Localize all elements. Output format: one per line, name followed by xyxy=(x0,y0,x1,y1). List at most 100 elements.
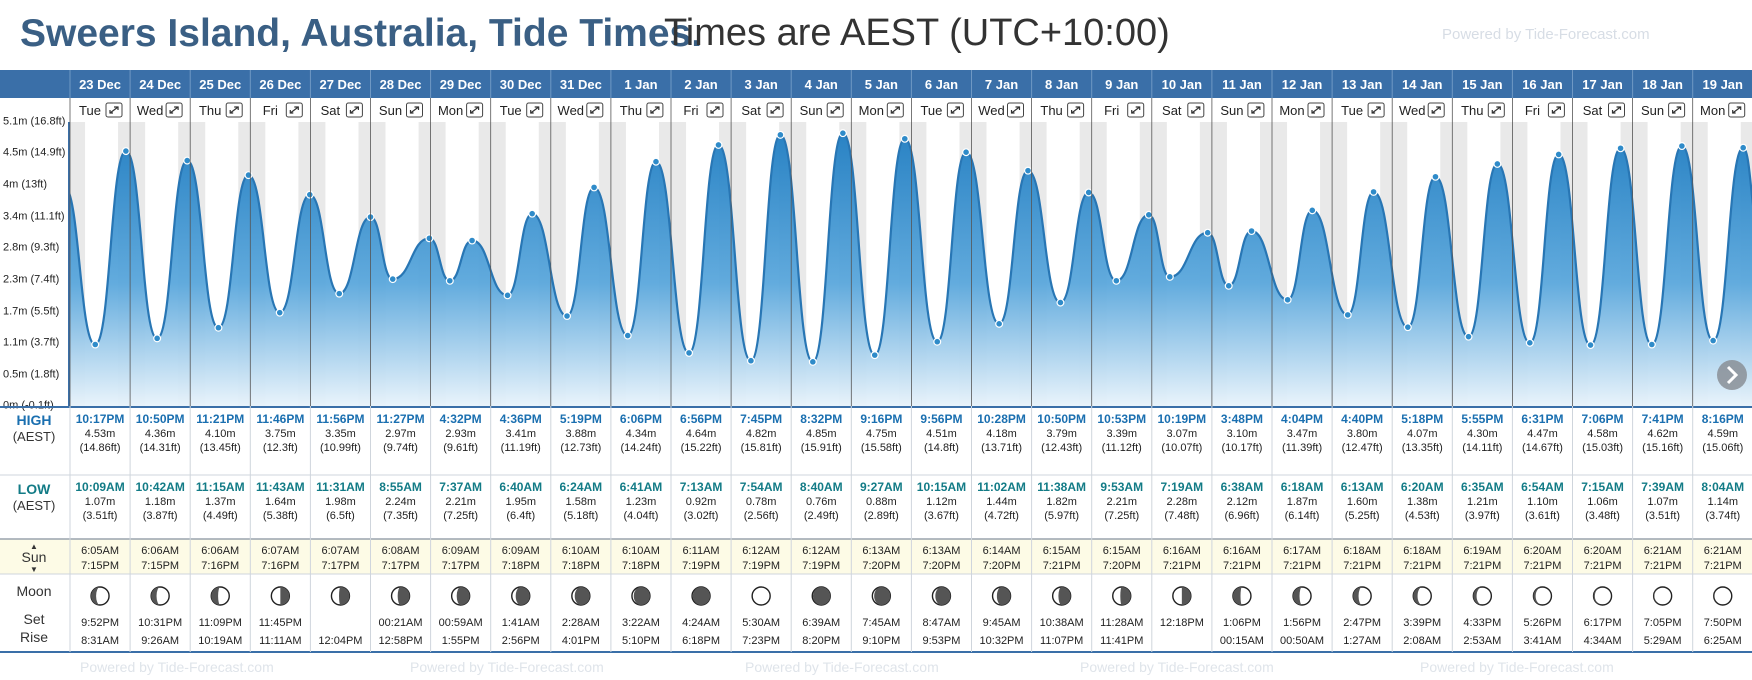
date-label: 27 Dec xyxy=(319,77,361,92)
tide-extreme-point[interactable] xyxy=(962,148,971,157)
high-label: HIGH xyxy=(17,412,52,428)
tide-extreme-point[interactable] xyxy=(590,183,599,192)
tide-extreme-point[interactable] xyxy=(528,209,537,218)
tide-extreme-point[interactable] xyxy=(1308,206,1317,215)
high-height-m: 4.64m xyxy=(686,428,717,440)
weekday-label: Fri xyxy=(263,103,278,118)
tide-extreme-point[interactable] xyxy=(870,351,879,360)
expand-arrows-icon xyxy=(1551,106,1561,114)
sunset-time: 7:18PM xyxy=(502,560,540,572)
sunset-time: 7:18PM xyxy=(562,560,600,572)
tide-extreme-point[interactable] xyxy=(425,234,434,243)
tide-extreme-point[interactable] xyxy=(503,291,512,300)
moon-shadow xyxy=(996,587,1011,605)
tide-extreme-point[interactable] xyxy=(275,308,284,317)
date-header-row xyxy=(0,70,1752,98)
tide-extreme-point[interactable] xyxy=(1112,276,1121,285)
tide-extreme-point[interactable] xyxy=(1493,159,1502,168)
tide-extreme-point[interactable] xyxy=(1431,172,1440,181)
tide-extreme-point[interactable] xyxy=(1165,272,1174,281)
tide-extreme-point[interactable] xyxy=(1224,281,1233,290)
moonrise-time: 00:15AM xyxy=(1220,635,1264,647)
tide-extreme-point[interactable] xyxy=(468,236,477,245)
tide-extreme-point[interactable] xyxy=(714,140,723,149)
tide-extreme-point[interactable] xyxy=(1616,144,1625,153)
low-time: 6:40AM xyxy=(499,480,542,494)
tide-extreme-point[interactable] xyxy=(900,134,909,143)
expand-arrows-icon xyxy=(289,106,299,114)
tide-extreme-point[interactable] xyxy=(1709,336,1718,345)
weekday-label: Sat xyxy=(1162,103,1182,118)
page-title: Sweers Island, Australia, Tide Times. xyxy=(20,12,703,55)
next-arrow-icon[interactable] xyxy=(1717,360,1747,390)
tide-extreme-point[interactable] xyxy=(1247,227,1256,236)
tide-extreme-point[interactable] xyxy=(1554,150,1563,159)
tide-extreme-point[interactable] xyxy=(1023,166,1032,175)
low-height-m: 0.78m xyxy=(746,496,777,508)
moon-phase-icon xyxy=(751,586,771,606)
high-time: 6:56PM xyxy=(680,412,722,426)
tide-extreme-point[interactable] xyxy=(1647,340,1656,349)
sunrise-time: 6:17AM xyxy=(1283,545,1321,557)
tide-extreme-point[interactable] xyxy=(685,348,694,357)
high-time: 11:21PM xyxy=(196,412,244,426)
tide-extreme-point[interactable] xyxy=(746,356,755,365)
tide-extreme-point[interactable] xyxy=(563,311,572,320)
expand-arrows-icon xyxy=(590,106,600,114)
tide-extreme-point[interactable] xyxy=(1343,310,1352,319)
tide-extreme-point[interactable] xyxy=(1464,332,1473,341)
tide-extreme-point[interactable] xyxy=(1586,341,1595,350)
tide-extreme-point[interactable] xyxy=(91,340,100,349)
expand-arrows-icon xyxy=(1311,106,1321,114)
tide-extreme-point[interactable] xyxy=(1525,338,1534,347)
tide-extreme-point[interactable] xyxy=(1056,298,1065,307)
chevron-right-icon[interactable] xyxy=(1726,365,1739,385)
tide-extreme-point[interactable] xyxy=(183,156,192,165)
low-height-m: 1.21m xyxy=(1467,496,1498,508)
high-height-ft: (12.43ft) xyxy=(1041,442,1082,454)
tide-extreme-point[interactable] xyxy=(1283,295,1292,304)
moonrise-time: 5:10PM xyxy=(622,635,660,647)
high-height-m: 2.93m xyxy=(445,428,476,440)
sunrise-time: 6:12AM xyxy=(802,545,840,557)
expand-arrows-icon xyxy=(950,106,960,114)
tide-extreme-point[interactable] xyxy=(1403,323,1412,332)
tide-extreme-point[interactable] xyxy=(933,337,942,346)
tide-extreme-point[interactable] xyxy=(244,171,253,180)
high-height-ft: (12.47ft) xyxy=(1342,442,1383,454)
high-time: 4:32PM xyxy=(440,412,482,426)
tide-extreme-point[interactable] xyxy=(1084,188,1093,197)
sunset-time: 7:17PM xyxy=(321,560,359,572)
high-height-m: 4.34m xyxy=(626,428,657,440)
low-time: 9:53AM xyxy=(1100,480,1143,494)
tide-extreme-point[interactable] xyxy=(1369,187,1378,196)
tide-extreme-point[interactable] xyxy=(121,147,130,156)
tide-extreme-point[interactable] xyxy=(1203,228,1212,237)
tide-extreme-point[interactable] xyxy=(214,323,223,332)
tide-extreme-point[interactable] xyxy=(995,319,1004,328)
moonset-time: 10:38AM xyxy=(1040,617,1084,629)
tide-extreme-point[interactable] xyxy=(808,357,817,366)
tide-extreme-point[interactable] xyxy=(335,289,344,298)
moonrise-time: 11:41PM xyxy=(1100,635,1143,647)
tide-extreme-point[interactable] xyxy=(623,331,632,340)
tide-extreme-point[interactable] xyxy=(305,190,314,199)
tide-extreme-point[interactable] xyxy=(445,276,454,285)
tide-extreme-point[interactable] xyxy=(776,130,785,139)
expand-arrows-icon xyxy=(1672,106,1682,114)
tide-extreme-point[interactable] xyxy=(1144,210,1153,219)
tide-extreme-point[interactable] xyxy=(838,129,847,138)
high-height-ft: (11.19ft) xyxy=(501,442,541,454)
tide-extreme-point[interactable] xyxy=(1677,142,1686,151)
tide-extreme-point[interactable] xyxy=(651,157,660,166)
low-height-ft: (7.48ft) xyxy=(1164,510,1199,522)
y-tick-label: 5.1m (16.8ft) xyxy=(3,115,65,127)
moon-shadow xyxy=(692,587,711,605)
tide-extreme-point[interactable] xyxy=(1739,143,1748,152)
date-label: 26 Dec xyxy=(259,77,301,92)
footer-watermark: Powered by Tide-Forecast.com xyxy=(1420,659,1614,675)
low-height-m: 1.07m xyxy=(1647,496,1678,508)
tide-extreme-point[interactable] xyxy=(388,275,397,284)
tide-extreme-point[interactable] xyxy=(153,334,162,343)
sunrise-time: 6:08AM xyxy=(382,545,420,557)
